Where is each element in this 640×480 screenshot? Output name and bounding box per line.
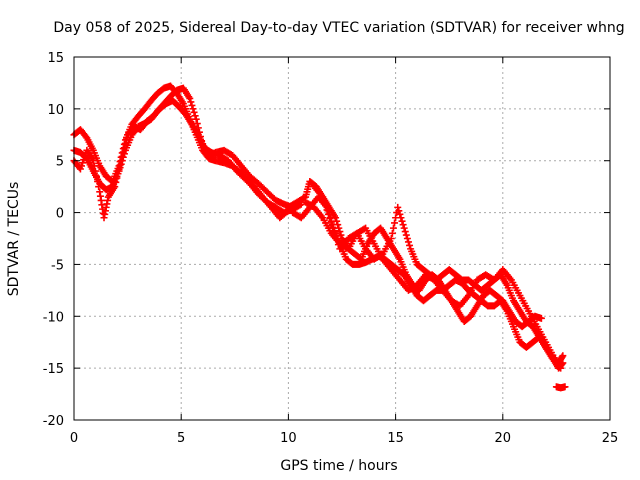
data-points <box>70 82 569 392</box>
series-track-3 <box>70 97 292 222</box>
axis-ticks: 0 5 10 15 20 25 15 10 5 0 -5 -10 -15 -20 <box>43 51 619 446</box>
data-point <box>396 210 404 218</box>
data-point <box>319 193 327 201</box>
data-point <box>391 219 399 227</box>
data-point <box>388 229 396 237</box>
x-tick-label: 0 <box>70 431 78 446</box>
data-point <box>557 364 565 372</box>
data-point <box>89 157 97 165</box>
data-point <box>113 174 121 182</box>
data-point <box>401 228 409 236</box>
data-point <box>399 221 407 229</box>
data-point <box>187 98 195 106</box>
y-tick-label: 15 <box>47 51 64 66</box>
data-point <box>111 183 119 191</box>
data-point <box>323 206 331 214</box>
plot-frame <box>73 56 611 421</box>
data-point <box>402 231 410 239</box>
data-point <box>398 217 406 225</box>
y-tick-label: 5 <box>56 155 64 170</box>
series-track-6 <box>310 183 567 367</box>
data-point <box>112 178 120 186</box>
data-point <box>93 172 101 180</box>
data-point <box>389 224 397 232</box>
series-track-8 <box>552 383 569 392</box>
data-point <box>192 115 200 123</box>
data-point <box>337 231 345 239</box>
x-tick-label: 25 <box>602 431 619 446</box>
data-point <box>91 167 99 175</box>
data-point <box>394 203 402 211</box>
data-point <box>403 235 411 242</box>
y-tick-label: -20 <box>43 414 64 429</box>
data-point <box>115 165 123 173</box>
data-point <box>118 152 126 160</box>
y-axis-label: SDTVAR / TECUs <box>6 182 22 297</box>
chart-title: Day 058 of 2025, Sidereal Day-to-day VTE… <box>53 20 624 36</box>
y-tick-label: -15 <box>43 362 64 377</box>
data-point <box>119 148 127 156</box>
data-point <box>283 208 291 216</box>
data-point <box>186 94 194 102</box>
data-point <box>116 161 124 169</box>
y-tick-label: 0 <box>56 207 64 222</box>
series-track-7 <box>302 198 565 372</box>
data-point <box>95 183 103 191</box>
data-point <box>322 202 330 210</box>
data-point <box>120 144 128 152</box>
x-tick-label: 15 <box>387 431 404 446</box>
data-point <box>191 112 199 120</box>
data-point <box>537 314 545 322</box>
data-point <box>123 135 131 143</box>
x-axis-label: GPS time / hours <box>280 458 397 474</box>
y-tick-label: -10 <box>43 310 64 325</box>
data-point <box>326 215 334 223</box>
x-tick-label: 5 <box>177 431 185 446</box>
data-point <box>387 235 395 242</box>
data-point <box>189 105 197 113</box>
data-point <box>404 238 412 246</box>
x-tick-label: 20 <box>495 431 512 446</box>
data-point <box>121 139 129 147</box>
data-point <box>117 157 125 165</box>
y-tick-label: -5 <box>51 258 64 273</box>
x-tick-label: 10 <box>280 431 297 446</box>
data-point <box>559 352 567 360</box>
data-point <box>395 207 403 215</box>
data-point <box>400 224 408 232</box>
y-tick-label: 10 <box>47 103 64 118</box>
data-point <box>188 101 196 109</box>
data-point <box>397 214 405 222</box>
data-point <box>190 108 198 116</box>
data-point <box>324 210 332 218</box>
data-point <box>114 170 122 178</box>
data-point <box>406 241 414 249</box>
data-point <box>320 197 328 205</box>
data-point <box>90 162 98 170</box>
data-point <box>193 120 201 128</box>
data-point <box>94 177 102 185</box>
data-point <box>561 383 569 391</box>
